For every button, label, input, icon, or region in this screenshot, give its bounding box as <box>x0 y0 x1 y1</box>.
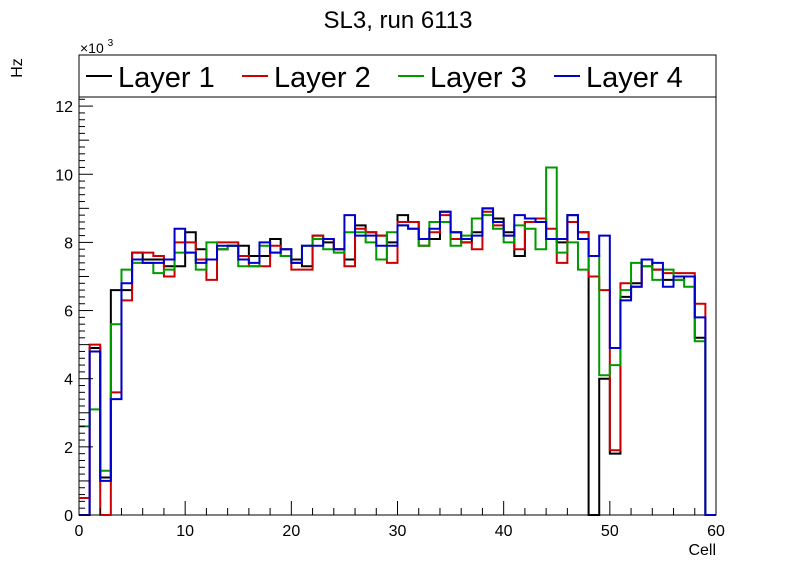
x-axis-label: Cell <box>688 542 716 559</box>
x-tick-label: 20 <box>282 523 300 540</box>
legend: Layer 1 Layer 2 Layer 3 Layer 4 <box>78 54 717 98</box>
legend-box <box>78 54 717 98</box>
y-multiplier-base: ×10 <box>80 40 104 56</box>
legend-items: Layer 1 Layer 2 Layer 3 Layer 4 <box>86 62 683 94</box>
y-tick-label: 10 <box>55 167 73 184</box>
y-tick-label: 12 <box>55 99 73 116</box>
legend-label-layer-2: Layer 2 <box>274 62 371 94</box>
x-tick-label: 60 <box>707 523 725 540</box>
legend-label-layer-1: Layer 1 <box>118 62 215 94</box>
legend-label-layer-3: Layer 3 <box>430 62 527 94</box>
y-tick-label: 4 <box>64 372 73 389</box>
y-multiplier: ×10 3 <box>80 38 114 56</box>
y-axis: 0 2 4 6 8 10 12 <box>55 71 93 525</box>
x-tick-label: 0 <box>75 523 84 540</box>
histogram-series-group <box>79 166 716 516</box>
x-axis: 0 10 20 30 40 50 60 <box>75 501 725 540</box>
x-tick-label: 10 <box>176 523 194 540</box>
y-tick-label: 6 <box>64 304 73 321</box>
x-tick-label: 40 <box>495 523 513 540</box>
x-tick-label: 50 <box>601 523 619 540</box>
y-multiplier-exponent: 3 <box>108 38 114 49</box>
y-axis-label: Hz <box>9 58 26 78</box>
chart-title: SL3, run 6113 <box>323 7 472 34</box>
histogram-line-layer-4 <box>79 207 716 516</box>
x-tick-label: 30 <box>389 523 407 540</box>
histogram-line-layer-2 <box>79 210 716 516</box>
y-tick-label: 8 <box>64 235 73 252</box>
y-tick-label: 2 <box>64 440 73 457</box>
y-tick-label: 0 <box>64 508 73 525</box>
legend-label-layer-4: Layer 4 <box>586 62 683 94</box>
